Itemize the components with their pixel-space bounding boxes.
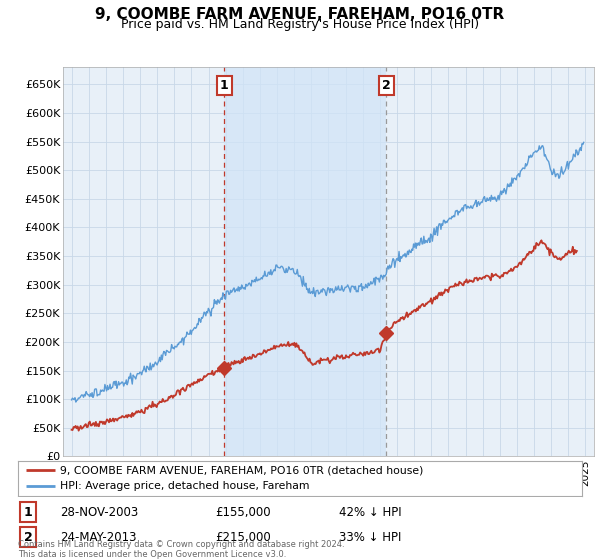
Bar [224,67,386,456]
Text: £215,000: £215,000 [215,531,271,544]
Text: 28-NOV-2003: 28-NOV-2003 [60,506,139,519]
Text: 9, COOMBE FARM AVENUE, FAREHAM, PO16 0TR (detached house): 9, COOMBE FARM AVENUE, FAREHAM, PO16 0TR… [60,465,424,475]
Text: HPI: Average price, detached house, Fareham: HPI: Average price, detached house, Fare… [60,481,310,491]
Text: 33% ↓ HPI: 33% ↓ HPI [340,531,402,544]
Text: 2: 2 [382,78,391,92]
Text: 2: 2 [24,531,32,544]
Text: 24-MAY-2013: 24-MAY-2013 [60,531,137,544]
Text: £155,000: £155,000 [215,506,271,519]
Text: 42% ↓ HPI: 42% ↓ HPI [340,506,402,519]
Text: 1: 1 [24,506,32,519]
Text: Price paid vs. HM Land Registry's House Price Index (HPI): Price paid vs. HM Land Registry's House … [121,18,479,31]
Text: Contains HM Land Registry data © Crown copyright and database right 2024.
This d: Contains HM Land Registry data © Crown c… [18,540,344,559]
Text: 9, COOMBE FARM AVENUE, FAREHAM, PO16 0TR: 9, COOMBE FARM AVENUE, FAREHAM, PO16 0TR [95,7,505,22]
Text: 1: 1 [220,78,229,92]
